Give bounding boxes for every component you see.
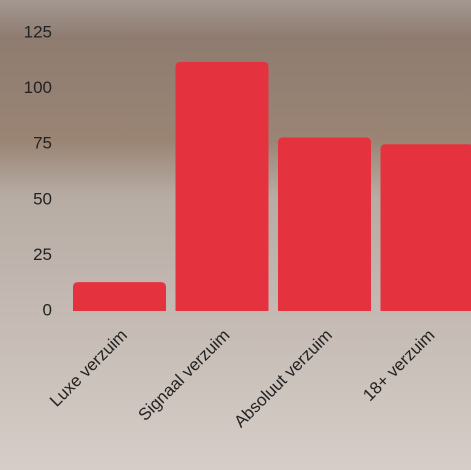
y-tick-label: 100 [24, 78, 52, 97]
bar [278, 137, 371, 311]
y-tick-label: 125 [24, 22, 52, 41]
y-tick-label: 75 [33, 134, 52, 153]
bar [380, 144, 471, 311]
bar [73, 282, 166, 311]
y-tick-label: 50 [33, 189, 52, 208]
y-tick-label: 25 [33, 245, 52, 264]
bar [175, 61, 269, 311]
y-tick-label: 0 [43, 300, 52, 319]
